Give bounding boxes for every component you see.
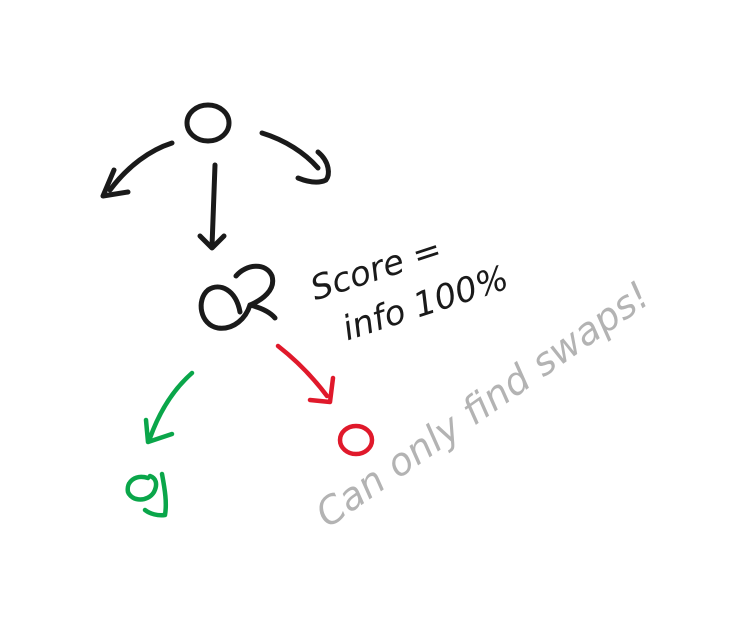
- middle-node-loop-left: [198, 284, 253, 331]
- root-down-arrow-head: [197, 233, 227, 251]
- bad-child-node-circle: [337, 423, 375, 457]
- root-right-arrow: [259, 130, 331, 185]
- root-left-arrow-head: [100, 167, 131, 199]
- good-child-node-loop: [125, 473, 159, 502]
- bad-branch-arrow-shaft: [275, 343, 330, 399]
- good-branch-arrow-shaft: [147, 370, 195, 441]
- root-left-arrow-shaft: [107, 140, 175, 193]
- root-right-arrow-head: [295, 149, 331, 185]
- good-child-node: [125, 471, 169, 518]
- root-down-arrow-shaft: [209, 162, 218, 249]
- bad-branch-arrow-head: [307, 375, 336, 405]
- score-annotation: Score = info 100%: [306, 229, 514, 349]
- middle-node: [198, 263, 278, 331]
- middle-node-loop-right: [233, 263, 278, 321]
- root-down-arrow: [197, 162, 227, 251]
- good-branch-arrow: [143, 370, 195, 445]
- root-right-arrow-shaft: [259, 130, 321, 171]
- bad-child-node: [337, 423, 375, 457]
- root-node: [184, 102, 232, 144]
- good-branch-arrow-head: [143, 417, 175, 445]
- root-left-arrow: [100, 140, 175, 199]
- bad-branch-arrow: [275, 343, 336, 405]
- root-node-circle: [184, 102, 232, 144]
- good-child-node-tail: [142, 471, 169, 518]
